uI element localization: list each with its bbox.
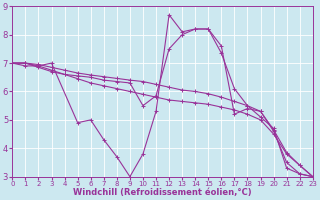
X-axis label: Windchill (Refroidissement éolien,°C): Windchill (Refroidissement éolien,°C) — [73, 188, 252, 197]
